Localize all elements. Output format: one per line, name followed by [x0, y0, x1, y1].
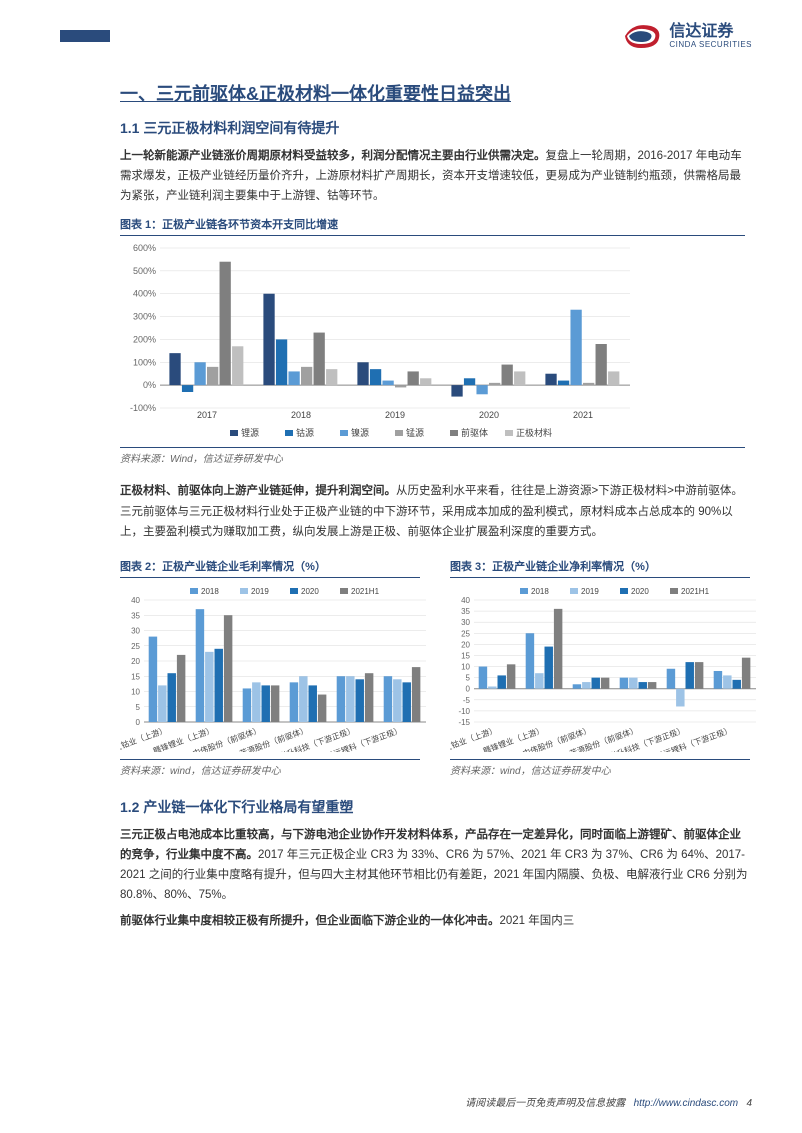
svg-text:-10: -10 [458, 707, 470, 716]
svg-text:2020: 2020 [631, 587, 649, 596]
chart3-title: 图表 3：正极产业链企业净利率情况（%） [450, 558, 750, 578]
svg-text:40: 40 [131, 596, 140, 605]
para1-bold: 上一轮新能源产业链涨价周期原材料受益较多，利润分配情况主要由行业供需决定。 [120, 150, 546, 162]
svg-text:0%: 0% [143, 381, 156, 391]
paragraph-1: 上一轮新能源产业链涨价周期原材料受益较多，利润分配情况主要由行业供需决定。复盘上… [120, 146, 752, 206]
svg-text:5: 5 [136, 703, 141, 712]
svg-text:40: 40 [461, 596, 470, 605]
footer-page: 4 [746, 1098, 752, 1109]
chart3-source: 资料来源：wind，信达证券研发中心 [450, 759, 750, 777]
svg-text:2019: 2019 [581, 587, 599, 596]
chart2-source: 资料来源：wind，信达证券研发中心 [120, 759, 420, 777]
logo-swirl-icon [621, 20, 663, 52]
chart3: -15-10-50510152025303540华友钴业（上游）赣锋锂业（上游）… [450, 582, 760, 755]
svg-text:30: 30 [131, 626, 140, 635]
chart1-source: 资料来源：Wind，信达证券研发中心 [120, 447, 745, 465]
chart2-title: 图表 2：正极产业链企业毛利率情况（%） [120, 558, 420, 578]
svg-text:10: 10 [131, 687, 140, 696]
chart1-title: 图表 1：正极产业链各环节资本开支同比增速 [120, 216, 745, 236]
paragraph-3: 三元正极占电池成本比重较高，与下游电池企业协作开发材料体系，产品存在一定差异化，… [120, 825, 752, 906]
svg-text:前驱体: 前驱体 [461, 427, 488, 438]
svg-text:2018: 2018 [201, 587, 219, 596]
svg-text:100%: 100% [133, 358, 156, 368]
brand-name-en: CINDA SECURITIES [669, 40, 752, 49]
svg-text:2019: 2019 [385, 410, 405, 420]
svg-text:锂源: 锂源 [241, 427, 259, 438]
svg-text:钴源: 钴源 [296, 427, 314, 438]
para4-bold: 前驱体行业集中度相较正极有所提升，但企业面临下游企业的一体化冲击。 [120, 915, 500, 927]
svg-text:20: 20 [131, 657, 140, 666]
chart1: -100% 0% 100% 200% 300% 400% 500% 600% 2017 2018 2… [120, 240, 752, 443]
svg-text:25: 25 [131, 642, 140, 651]
brand-name-cn: 信达证券 [669, 23, 752, 41]
svg-text:2018: 2018 [531, 587, 549, 596]
page-footer: 请阅读最后一页免责声明及信息披露 http://www.cindasc.com … [465, 1094, 752, 1109]
svg-text:600%: 600% [133, 243, 156, 253]
para4-rest: 2021 年国内三 [500, 915, 575, 927]
paragraph-2: 正极材料、前驱体向上游产业链延伸，提升利润空间。从历史盈利水平来看，往往是上游资… [120, 481, 752, 541]
svg-text:2020: 2020 [479, 410, 499, 420]
svg-text:2021H1: 2021H1 [681, 587, 710, 596]
svg-text:200%: 200% [133, 335, 156, 345]
svg-text:500%: 500% [133, 266, 156, 276]
svg-text:15: 15 [461, 651, 470, 660]
svg-text:镍源: 镍源 [351, 427, 369, 438]
svg-text:-100%: -100% [130, 403, 156, 413]
svg-text:-5: -5 [463, 696, 471, 705]
svg-text:2018: 2018 [291, 410, 311, 420]
svg-text:-15: -15 [458, 718, 470, 727]
svg-text:2017: 2017 [197, 410, 217, 420]
svg-text:2020: 2020 [301, 587, 319, 596]
para2-bold: 正极材料、前驱体向上游产业链延伸，提升利润空间。 [120, 485, 396, 497]
chart2: 0510152025303540华友钴业（上游）赣锋锂业（上游）中伟股份（前驱体… [120, 582, 430, 755]
svg-text:30: 30 [461, 618, 470, 627]
svg-text:正极材料: 正极材料 [516, 427, 552, 438]
svg-text:0: 0 [136, 718, 141, 727]
svg-text:2021: 2021 [573, 410, 593, 420]
footer-text: 请阅读最后一页免责声明及信息披露 [465, 1098, 625, 1109]
svg-text:锰源: 锰源 [406, 427, 424, 438]
svg-text:5: 5 [466, 673, 471, 682]
footer-link[interactable]: http://www.cindasc.com [634, 1098, 738, 1109]
header-accent-bar [60, 30, 110, 42]
subsection-1-1: 1.1 三元正极材料利润空间有待提升 [120, 118, 752, 138]
svg-text:25: 25 [461, 629, 470, 638]
section-title: 一、三元前驱体&正极材料一体化重要性日益突出 [120, 80, 752, 106]
svg-text:2021H1: 2021H1 [351, 587, 380, 596]
svg-text:400%: 400% [133, 289, 156, 299]
svg-text:2019: 2019 [251, 587, 269, 596]
svg-text:35: 35 [461, 607, 470, 616]
svg-text:20: 20 [461, 640, 470, 649]
svg-text:0: 0 [466, 684, 471, 693]
svg-text:15: 15 [131, 672, 140, 681]
brand-logo: 信达证券 CINDA SECURITIES [621, 20, 752, 52]
svg-text:300%: 300% [133, 312, 156, 322]
paragraph-4: 前驱体行业集中度相较正极有所提升，但企业面临下游企业的一体化冲击。2021 年国… [120, 911, 752, 931]
subsection-1-2: 1.2 产业链一体化下行业格局有望重塑 [120, 797, 752, 817]
svg-text:10: 10 [461, 662, 470, 671]
svg-text:35: 35 [131, 611, 140, 620]
